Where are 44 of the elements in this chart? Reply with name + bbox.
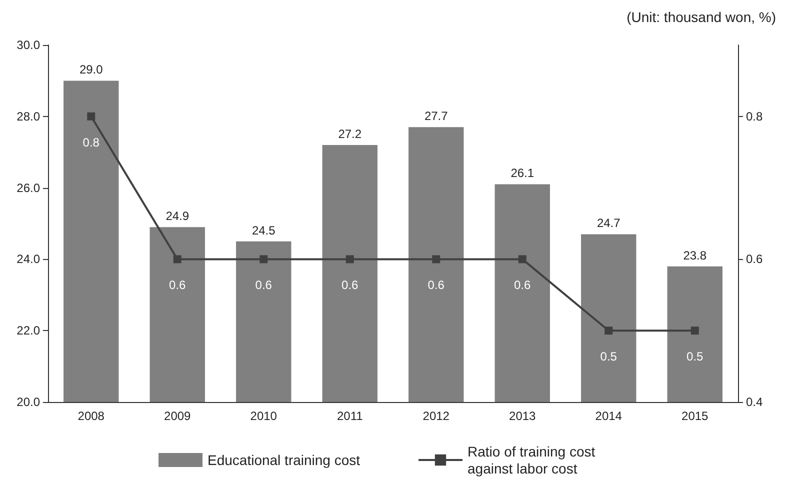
data-label: 27.7 <box>424 109 448 124</box>
data-label: 29.0 <box>79 62 104 77</box>
point <box>518 255 526 264</box>
data-label: 0.6 <box>428 278 445 292</box>
y-tick-label: 26.0 <box>16 180 40 195</box>
x-tick-label: 2008 <box>78 409 105 423</box>
data-label: 0.6 <box>255 278 272 292</box>
data-label: 27.2 <box>338 126 362 141</box>
x-tick-label: 2013 <box>509 409 536 423</box>
point <box>173 255 182 264</box>
point <box>260 255 268 264</box>
y-tick-label: 24.0 <box>16 252 40 266</box>
data-label: 0.6 <box>514 278 532 292</box>
y2-tick-label: 0.6 <box>746 252 764 266</box>
x-tick-label: 2015 <box>682 409 709 423</box>
legend-label: Educational training cost <box>208 452 360 468</box>
data-label: 23.8 <box>683 248 707 262</box>
legend-label: Ratio of training cost against labor cost <box>468 444 600 476</box>
point <box>87 112 96 120</box>
data-label: 24.9 <box>166 209 190 224</box>
point <box>604 326 613 335</box>
y2-tick-label: 0.8 <box>746 109 764 124</box>
data-label: 26.1 <box>510 166 534 180</box>
data-label: 24.7 <box>596 216 621 230</box>
data-label: 0.8 <box>82 135 100 150</box>
point <box>432 255 440 264</box>
x-tick-label: 2010 <box>250 409 278 423</box>
y-tick-label: 22.0 <box>16 324 40 338</box>
data-label: 24.5 <box>252 223 276 238</box>
x-tick-label: 2009 <box>164 409 192 423</box>
data-label: 0.5 <box>686 350 704 364</box>
text: (Unit: thousand won, %) <box>626 9 776 25</box>
data-label: 0.6 <box>342 278 359 292</box>
data-label: 0.5 <box>600 350 618 364</box>
y-tick-label: 20.0 <box>16 395 40 409</box>
x-tick-label: 2011 <box>336 409 364 423</box>
x-tick-label: 2012 <box>422 409 450 423</box>
y-tick-label: 30.0 <box>16 38 40 52</box>
data-label: 0.6 <box>169 278 186 292</box>
point <box>346 255 354 264</box>
y2-tick-label: 0.4 <box>746 395 764 409</box>
x-tick-label: 2014 <box>595 409 622 423</box>
point <box>690 326 699 335</box>
y-tick-label: 28.0 <box>16 109 40 124</box>
